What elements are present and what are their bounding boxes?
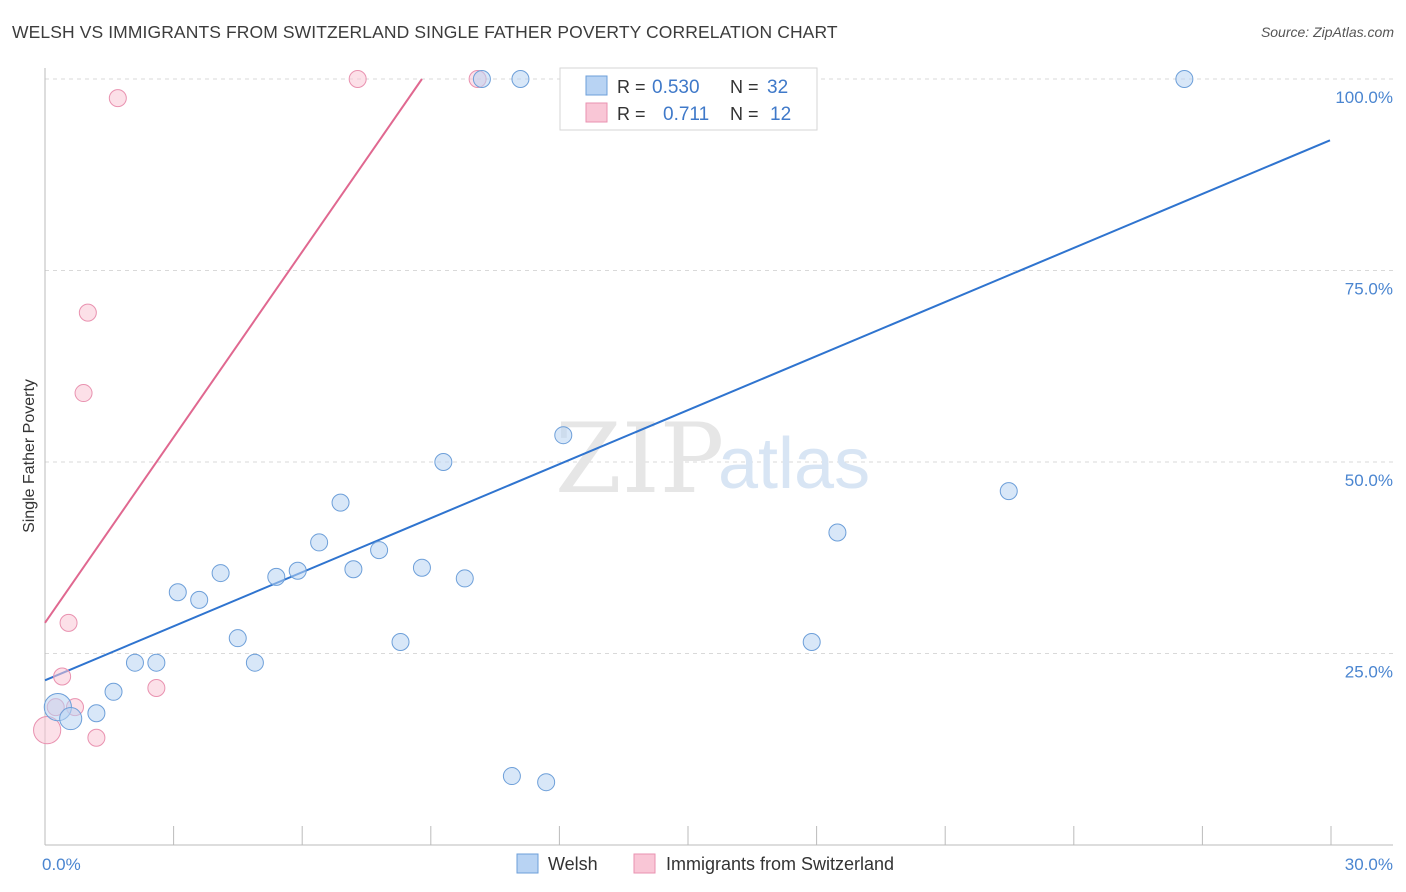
point-swiss <box>59 613 78 632</box>
point-welsh <box>828 523 847 542</box>
point-swiss <box>74 384 93 403</box>
bottom-legend-swatch-welsh <box>516 853 539 874</box>
point-welsh <box>537 773 556 792</box>
legend-n-value-welsh: 32 <box>767 77 788 98</box>
point-swiss <box>147 678 166 697</box>
point-welsh <box>168 583 187 602</box>
y-tick-label: 75.0% <box>1345 280 1393 299</box>
bottom-legend-welsh: Welsh <box>548 854 598 874</box>
point-swiss <box>53 667 72 686</box>
point-welsh <box>370 541 389 560</box>
series-legend: Welsh Immigrants from Switzerland <box>516 853 894 874</box>
y-axis-title: Single Father Poverty <box>21 379 38 533</box>
point-welsh <box>502 767 521 786</box>
watermark-atlas: atlas <box>718 424 870 504</box>
point-welsh <box>190 590 209 609</box>
point-swiss <box>108 89 127 108</box>
point-welsh <box>228 629 247 648</box>
legend-n-label: N = <box>730 77 759 97</box>
point-welsh <box>87 704 106 723</box>
ticks-layer: 25.0% 50.0% 75.0% 100.0% 0.0% 30.0% <box>42 88 1393 874</box>
legend-n-label: N = <box>730 104 759 124</box>
y-tick-label: 50.0% <box>1345 471 1393 490</box>
x-tick-label: 0.0% <box>42 855 81 874</box>
point-welsh <box>344 560 363 579</box>
trendline-welsh <box>44 139 1331 682</box>
point-welsh <box>412 558 431 577</box>
point-swiss <box>78 303 97 322</box>
x-tick-label: 30.0% <box>1345 855 1393 874</box>
point-welsh <box>310 533 329 552</box>
legend-r-label: R = <box>617 104 646 124</box>
point-welsh <box>104 682 123 701</box>
point-welsh <box>211 564 230 583</box>
legend-n-value-swiss: 12 <box>770 104 791 125</box>
point-swiss <box>33 716 62 745</box>
bottom-legend-swatch-swiss <box>633 853 656 874</box>
point-welsh <box>245 653 264 672</box>
point-welsh <box>267 567 286 586</box>
point-welsh <box>554 426 573 445</box>
point-welsh <box>455 569 474 588</box>
point-swiss <box>87 728 106 747</box>
axes-layer <box>44 68 1393 846</box>
bottom-legend-swiss: Immigrants from Switzerland <box>666 854 894 874</box>
y-tick-label: 25.0% <box>1345 663 1393 682</box>
point-welsh <box>511 70 530 88</box>
trend-layer <box>44 78 1331 682</box>
point-welsh <box>125 653 144 672</box>
chart-title: WELSH VS IMMIGRANTS FROM SWITZERLAND SIN… <box>12 22 838 42</box>
legend-swatch-welsh <box>585 75 608 96</box>
point-swiss <box>348 70 367 88</box>
point-welsh <box>391 633 410 652</box>
point-welsh <box>331 493 350 512</box>
correlation-legend: R = 0.530 N = 32 R = 0.711 N = 12 <box>559 67 818 131</box>
watermark-zip: ZIP <box>555 403 724 515</box>
point-welsh <box>434 453 453 471</box>
watermark: ZIP atlas <box>555 403 870 515</box>
legend-r-value-welsh: 0.530 <box>652 77 700 98</box>
point-welsh <box>288 561 307 580</box>
point-welsh <box>999 482 1018 501</box>
point-welsh <box>59 707 83 731</box>
point-welsh <box>472 70 491 88</box>
point-welsh <box>802 633 821 652</box>
point-welsh <box>1175 70 1194 88</box>
trendline-swiss <box>44 78 423 624</box>
point-welsh <box>147 653 166 672</box>
legend-r-value-swiss: 0.711 <box>663 104 709 125</box>
legend-swatch-swiss <box>585 102 608 123</box>
y-tick-label: 100.0% <box>1335 88 1393 107</box>
legend-r-label: R = <box>617 77 646 97</box>
source-label: Source: ZipAtlas.com <box>1260 24 1394 40</box>
grid-layer <box>45 78 1393 654</box>
